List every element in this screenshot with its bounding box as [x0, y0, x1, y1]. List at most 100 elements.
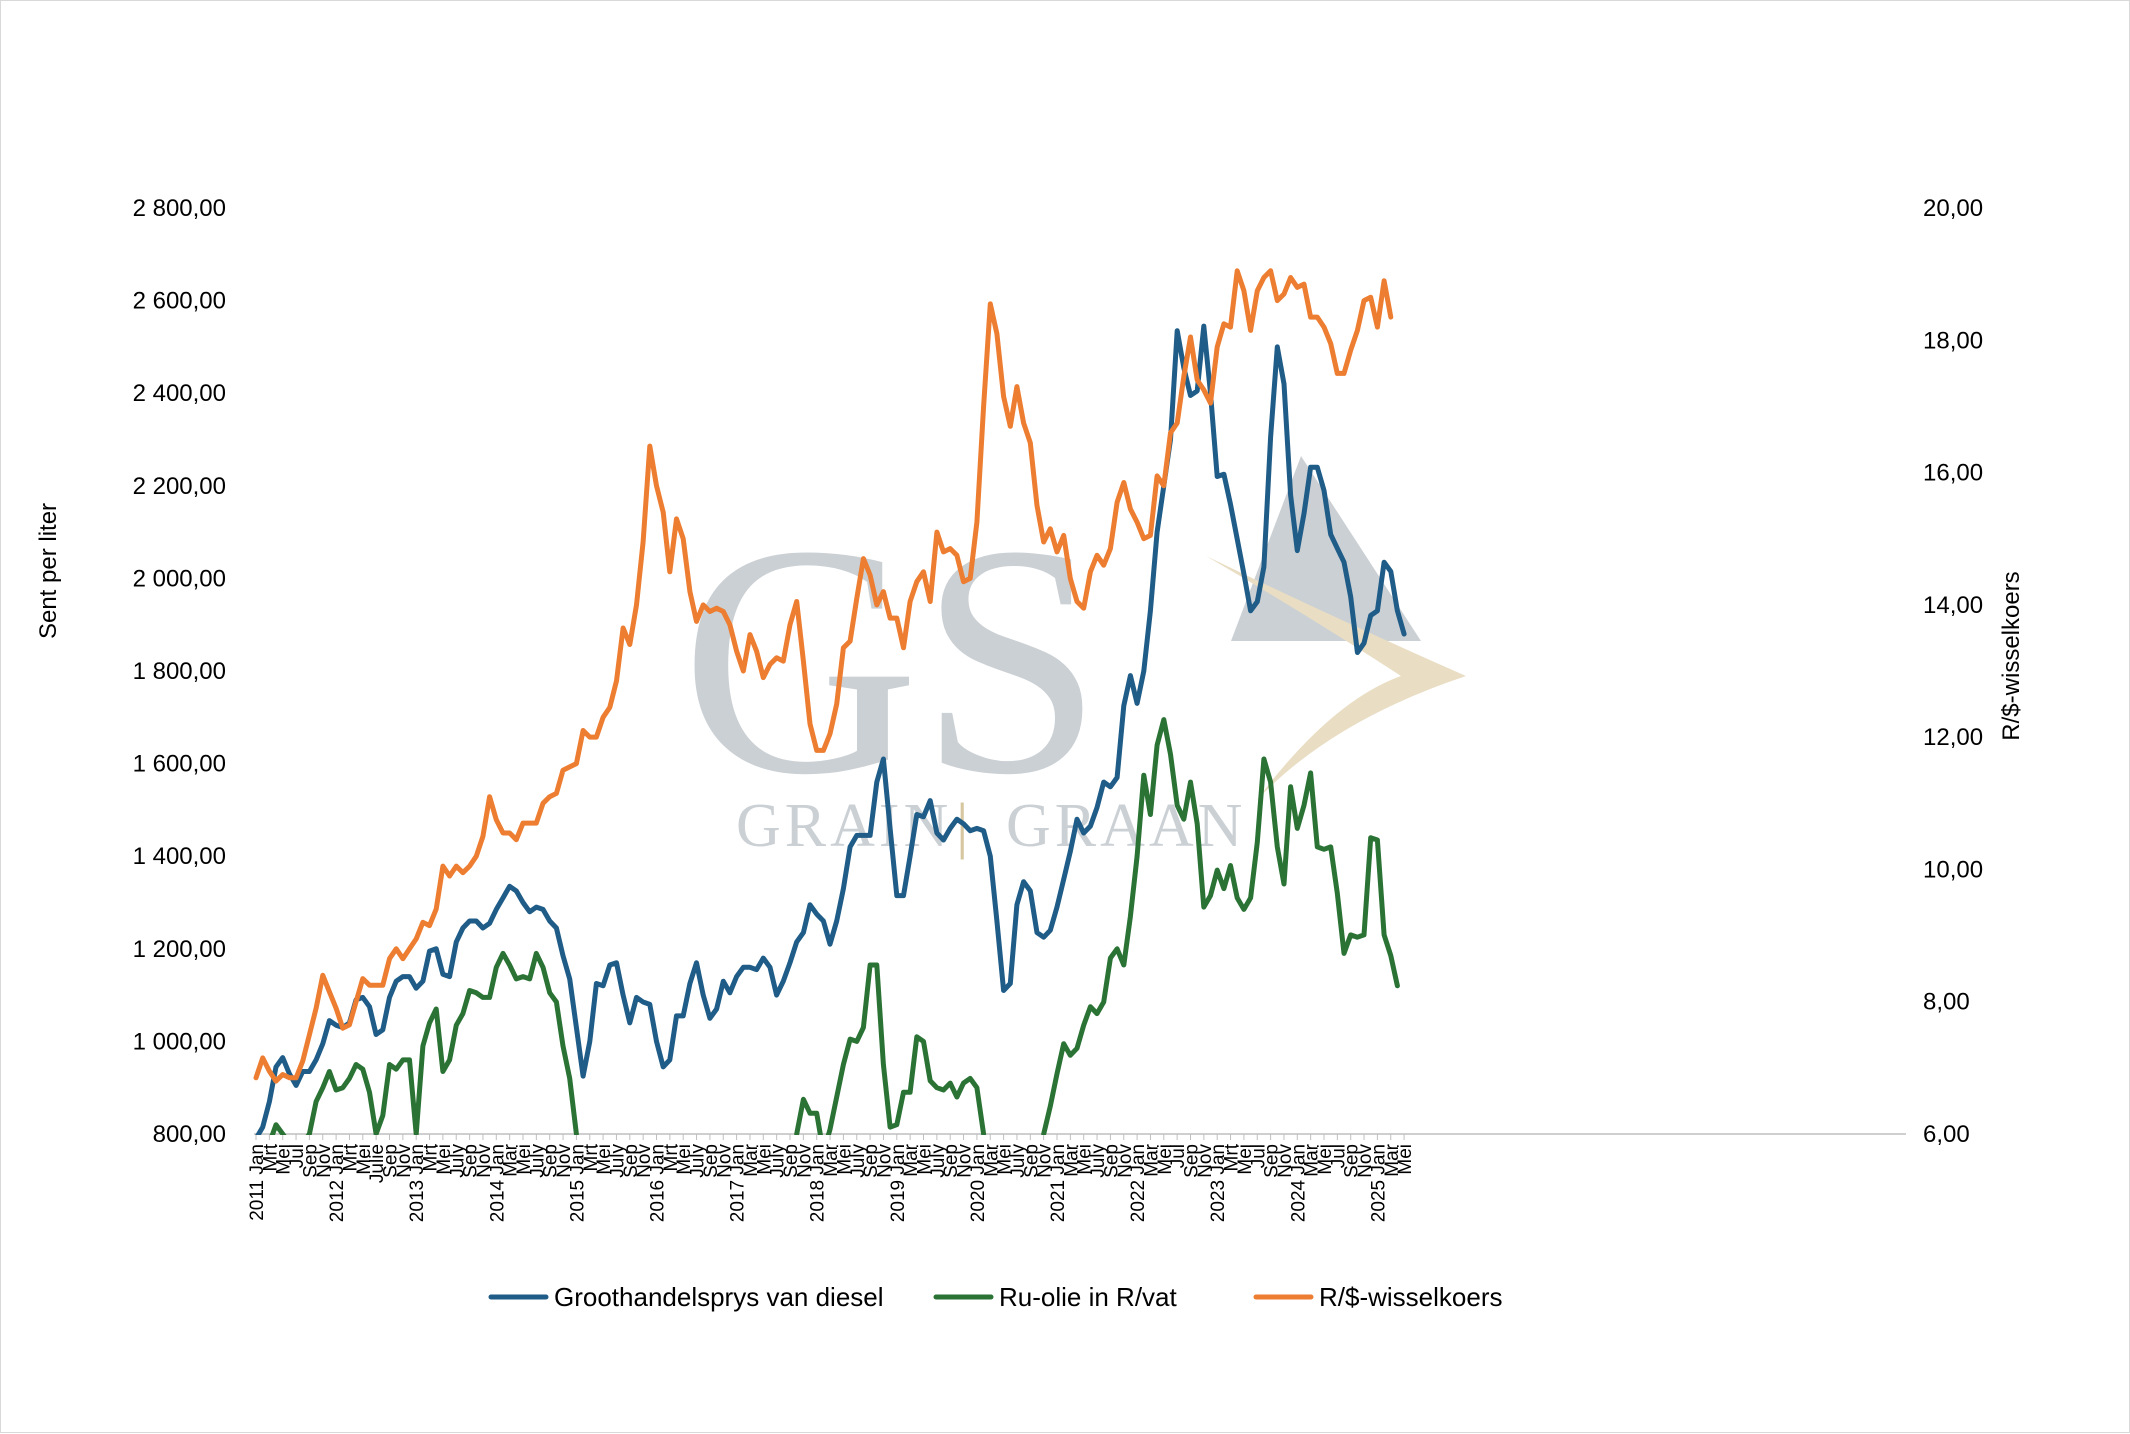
legend-label: Ru-olie in R/vat — [999, 1282, 1178, 1312]
x-tick-label: July — [1008, 1144, 1029, 1178]
legend: Groothandelsprys van diesel Ru-olie in R/… — [488, 1282, 1503, 1312]
x-tick-label: 2020 Jan — [968, 1144, 989, 1222]
x-tick-label: 2015 Jan — [567, 1144, 588, 1222]
x-tick-label: 2025 Jan — [1368, 1144, 1389, 1222]
x-tick-label: 2018 Jan — [808, 1144, 829, 1222]
x-tick-label: Sep — [381, 1144, 402, 1178]
x-tick-label: Mrt — [661, 1143, 682, 1171]
x-tick-label: 2021 Jan — [1048, 1144, 1069, 1222]
x-tick-label: 2011 Jan — [247, 1144, 268, 1221]
x-tick-label: Nov — [1355, 1144, 1376, 1178]
y-right-tick-label: 12,00 — [1923, 724, 1983, 751]
y-left-tick-label: 2 800,00 — [133, 195, 226, 222]
x-tick-label: Nov — [1195, 1144, 1216, 1178]
y-right-tick-label: 6,00 — [1923, 1121, 1970, 1148]
x-tick-label: July — [527, 1144, 548, 1178]
x-tick-label: 2019 Jan — [888, 1144, 909, 1222]
x-tick-label: Mei — [754, 1144, 775, 1175]
x-tick-label: Jul — [1328, 1144, 1349, 1168]
y-axis-right-title: R/$-wisselkoers — [1998, 571, 2025, 740]
x-tick-label: Mar — [901, 1143, 922, 1176]
x-tick-label: 2012 Jan — [327, 1144, 348, 1222]
x-tick-label: July — [607, 1144, 628, 1178]
watermark-logo: GS GRAIN | GRAAN — [681, 456, 1466, 860]
x-tick-label: Mei — [674, 1144, 695, 1175]
x-tick-label: Mei — [995, 1144, 1016, 1175]
x-tick-label: Mar — [741, 1143, 762, 1176]
x-tick-label: Mei — [915, 1144, 936, 1175]
x-tick-label: Mei — [1395, 1144, 1416, 1175]
y-right-tick-label: 18,00 — [1923, 327, 1983, 354]
x-tick-label: Mei — [274, 1144, 295, 1175]
x-tick-label: Mar — [1061, 1143, 1082, 1176]
x-tick-label: July — [688, 1144, 709, 1178]
series-line-ru-olie-in-r-vat — [269, 717, 1400, 1135]
x-tick-label: Sep — [541, 1144, 562, 1178]
x-tick-label: Mrt — [340, 1143, 361, 1171]
x-tick-label: July — [768, 1144, 789, 1178]
legend-label: Groothandelsprys van diesel — [554, 1282, 884, 1312]
x-tick-label: Mei — [1155, 1144, 1176, 1175]
x-tick-label: Mei — [1075, 1144, 1096, 1175]
y-axis-right: 6,00 8,00 10,00 12,00 14,00 16,00 18,00 20,00 — [1923, 195, 1983, 1148]
x-tick-label: Sep — [1021, 1144, 1042, 1178]
x-tick-label: Mar — [981, 1143, 1002, 1176]
y-left-tick-label: 1 600,00 — [133, 751, 226, 778]
x-tick-label: Nov — [394, 1144, 415, 1178]
x-tick-label: July — [928, 1144, 949, 1178]
x-tick-label: Sep — [300, 1144, 321, 1178]
y-left-tick-label: 2 000,00 — [133, 565, 226, 592]
x-tick-label: Julie — [367, 1144, 388, 1183]
series-group — [253, 268, 1407, 1135]
y-right-tick-label: 20,00 — [1923, 195, 1983, 222]
x-tick-label: Nov — [1035, 1144, 1056, 1178]
watermark-swoosh — [1206, 556, 1466, 801]
x-tick-label: Mei — [594, 1144, 615, 1175]
y-left-tick-label: 800,00 — [153, 1121, 226, 1148]
x-tick-label: Sep — [941, 1144, 962, 1178]
x-tick-label: Nov — [634, 1144, 655, 1178]
x-tick-label: Jul — [1248, 1144, 1269, 1168]
y-right-tick-label: 10,00 — [1923, 856, 1983, 883]
x-tick-label: Sep — [1262, 1144, 1283, 1178]
y-left-tick-label: 2 400,00 — [133, 380, 226, 407]
x-tick-label: Mar — [501, 1143, 522, 1176]
x-tick-label: 2022 Jan — [1128, 1144, 1149, 1222]
y-left-tick-label: 1 200,00 — [133, 936, 226, 963]
x-tick-label: Mrt — [581, 1143, 602, 1171]
x-tick-label: Nov — [474, 1144, 495, 1178]
x-tick-label: Sep — [621, 1144, 642, 1178]
x-tick-label: Jul — [1168, 1144, 1189, 1168]
x-tick-label: 2023 Jan — [1208, 1144, 1229, 1222]
x-tick-label: Sep — [461, 1144, 482, 1178]
x-tick-label: July — [848, 1144, 869, 1178]
x-tick-label: Mar — [1302, 1143, 1323, 1176]
x-tick-label: Sep — [1342, 1144, 1363, 1178]
x-tick-label: Sep — [1101, 1144, 1122, 1178]
x-tick-label: Nov — [955, 1144, 976, 1178]
watermark-gs-letters: GS — [681, 478, 1103, 843]
x-tick-label: Mrt — [260, 1143, 281, 1171]
y-left-tick-label: 2 200,00 — [133, 473, 226, 500]
x-tick-label: Sep — [1182, 1144, 1203, 1178]
x-tick-label: Nov — [794, 1144, 815, 1178]
x-tick-label: Sep — [701, 1144, 722, 1178]
series-line-r-wisselkoers — [253, 268, 1394, 1084]
x-tick-label: 2014 Jan — [487, 1144, 508, 1222]
x-tick-label: Mei — [1235, 1144, 1256, 1175]
y-right-tick-label: 16,00 — [1923, 460, 1983, 487]
y-axis-left: 800,00 1 000,00 1 200,00 1 400,00 1 600,00 1 … — [133, 195, 226, 1148]
series-line-groothandelsprys-van-diesel — [255, 323, 1407, 1135]
y-axis-left-title: Sent per liter — [35, 503, 62, 639]
x-tick-label: Mrt — [421, 1143, 442, 1171]
x-tick-label: Nov — [554, 1144, 575, 1178]
x-tick-label: Sep — [861, 1144, 882, 1178]
y-left-tick-label: 1 800,00 — [133, 658, 226, 685]
x-tick-label: 2016 Jan — [648, 1144, 669, 1222]
x-tick-label: Jul — [287, 1144, 308, 1168]
y-left-tick-label: 2 600,00 — [133, 288, 226, 315]
x-tick-label: Nov — [1115, 1144, 1136, 1178]
y-right-tick-label: 8,00 — [1923, 989, 1970, 1016]
